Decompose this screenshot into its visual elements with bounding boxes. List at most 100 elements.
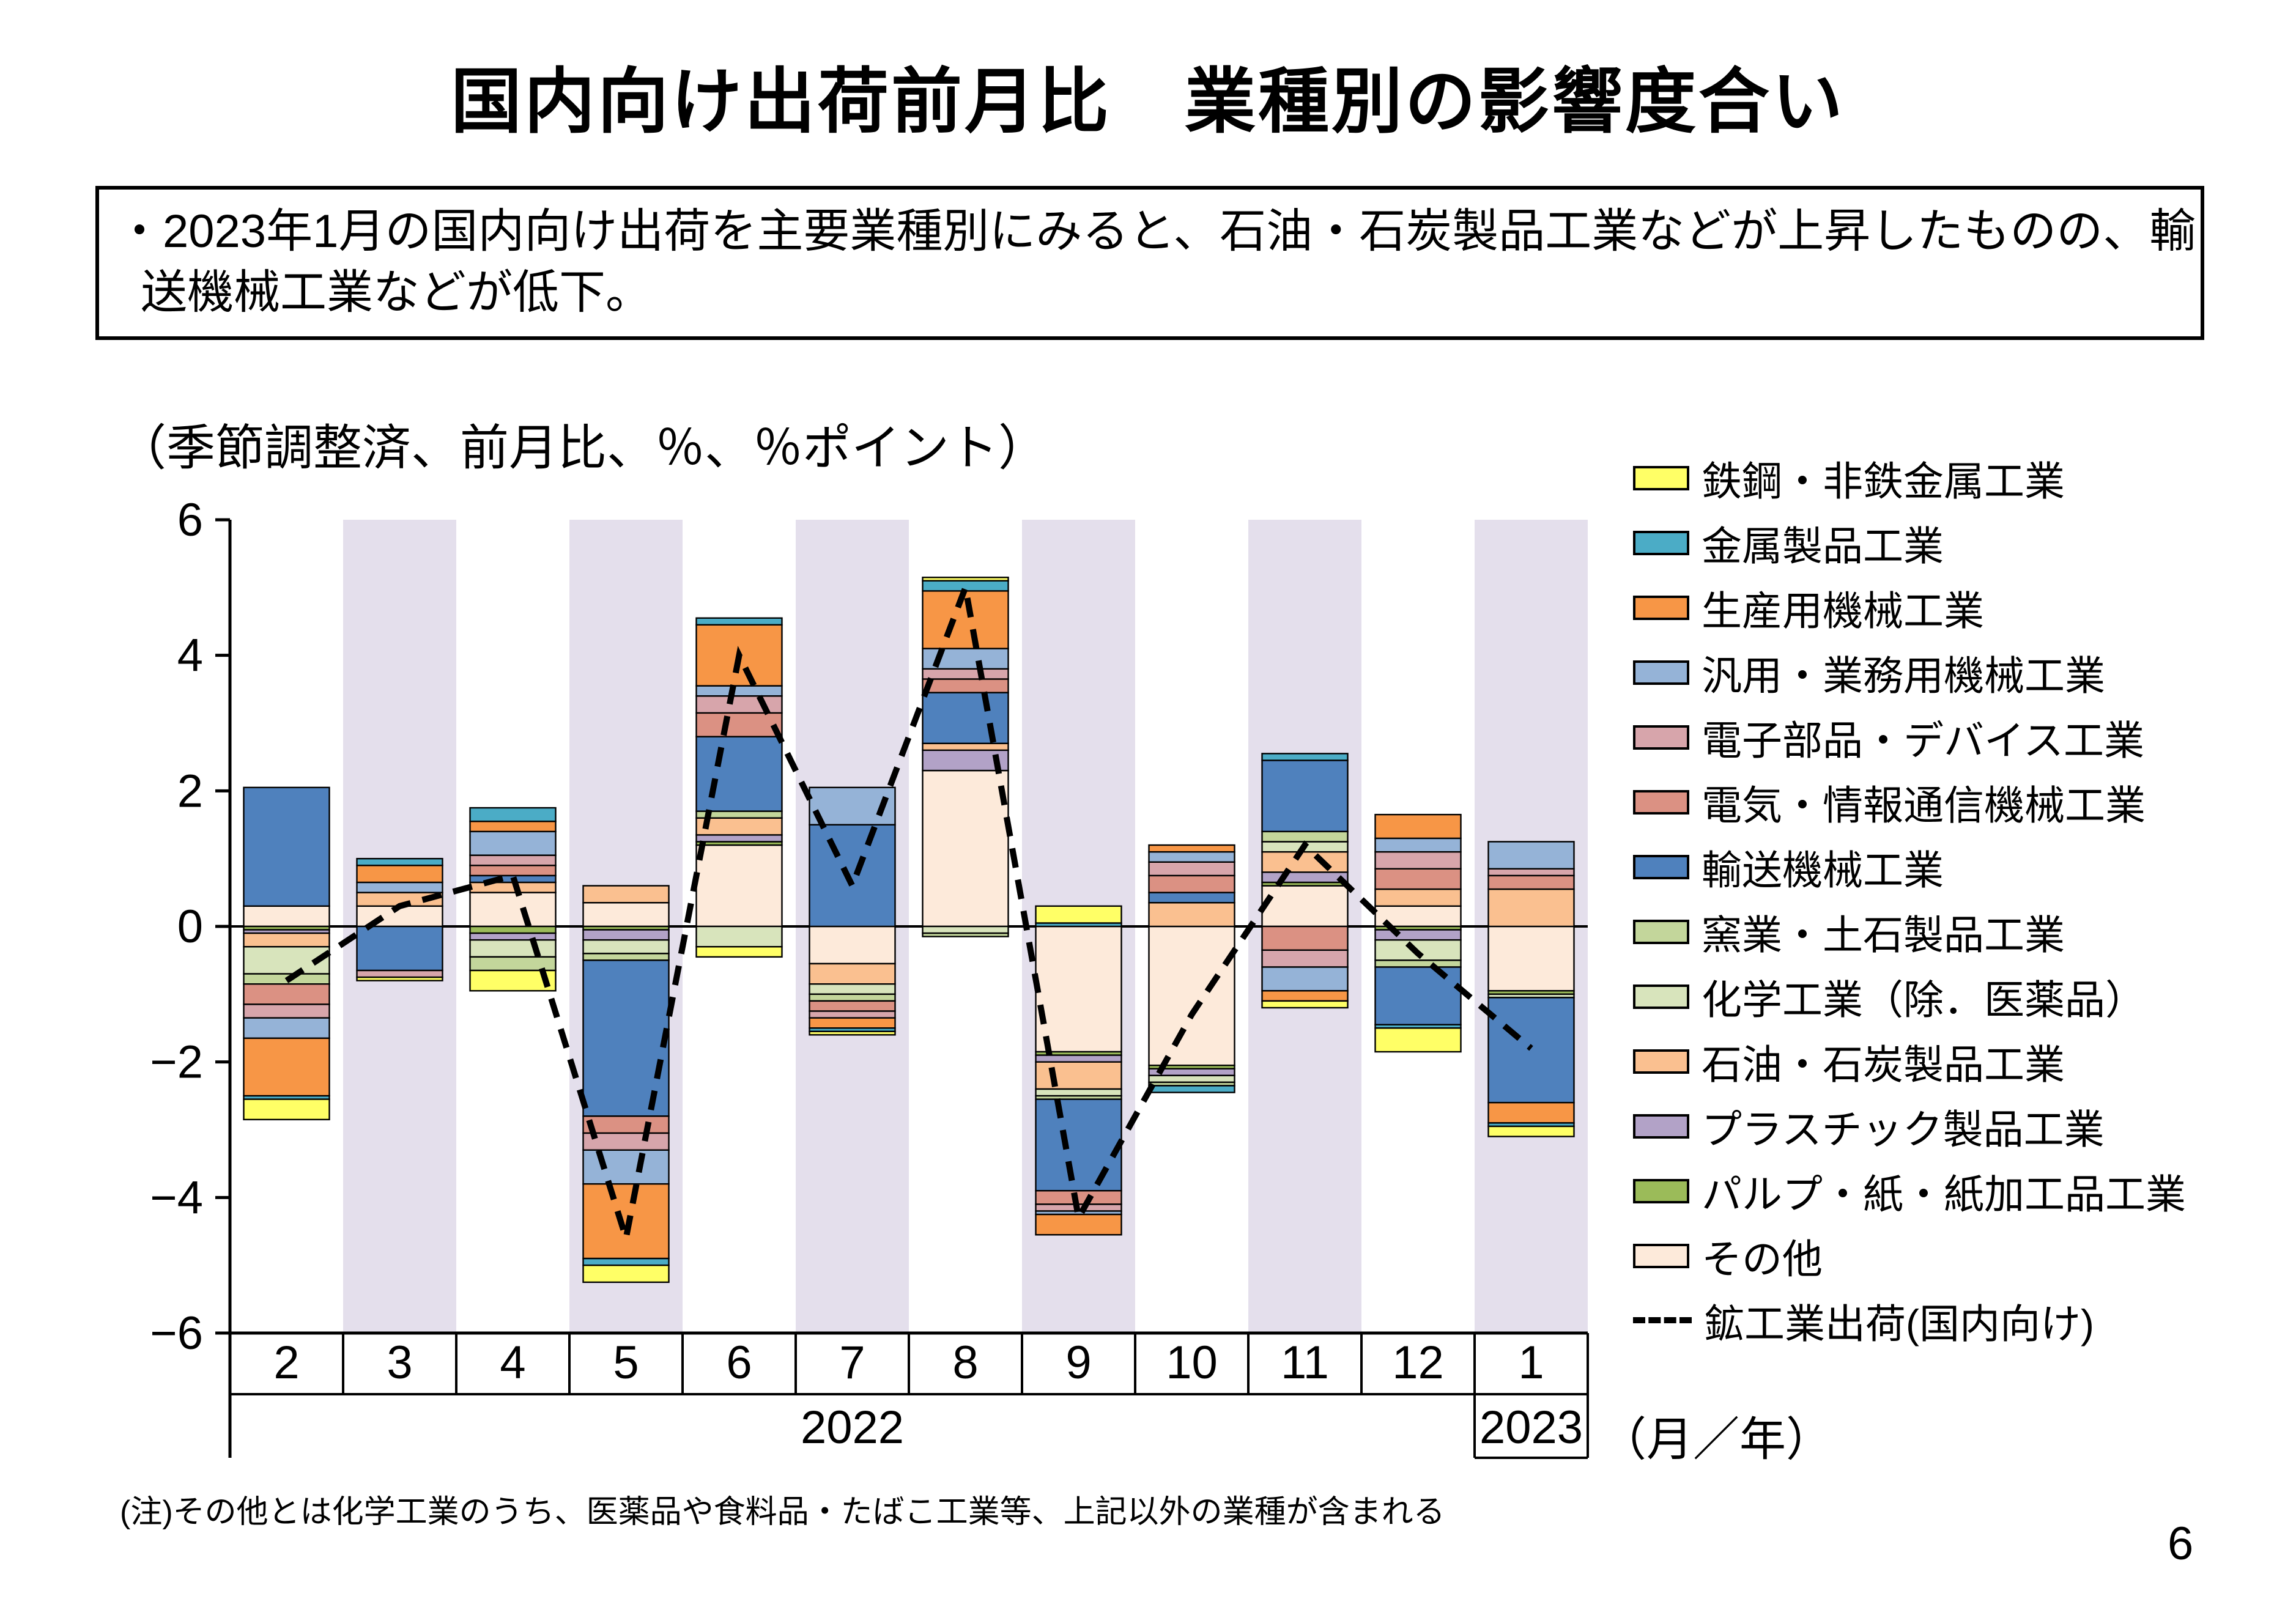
bar-segment	[356, 857, 443, 866]
legend-label: 金属製品工業	[1702, 523, 1944, 568]
legend-item: 輸送機械工業	[1633, 834, 2186, 899]
bar-segment	[1148, 844, 1235, 853]
bar-segment	[1035, 1061, 1122, 1090]
legend-item: 電子部品・デバイス工業	[1633, 704, 2186, 769]
legend-label: その他	[1702, 1236, 1823, 1281]
bar-segment	[809, 993, 896, 1002]
bar-segment	[1035, 925, 1122, 1053]
legend-item: 窯業・土石製品工業	[1633, 899, 2186, 964]
bar-segment	[582, 953, 670, 961]
legend-label: 汎用・業務用機械工業	[1702, 652, 2105, 698]
bar-segment	[1148, 874, 1235, 893]
legend-swatch	[1633, 1114, 1689, 1138]
month-label: 6	[726, 1337, 752, 1389]
bar-segment	[243, 983, 330, 1005]
legend-swatch	[1633, 1178, 1689, 1203]
bar-segment	[1261, 753, 1349, 761]
bar-segment	[1487, 925, 1575, 992]
chart-legend: 鉄鋼・非鉄金属工業 金属製品工業 生産用機械工業 汎用・業務用機械工業 電子部品・デバイ…	[1633, 445, 2186, 1353]
bar-segment	[243, 786, 330, 907]
legend-swatch	[1633, 919, 1689, 944]
bar-segment	[469, 969, 557, 992]
bar-segment	[922, 742, 1009, 752]
legend-item: 汎用・業務用機械工業	[1633, 640, 2186, 704]
legend-swatch	[1633, 660, 1689, 684]
bar-segment	[695, 712, 783, 737]
summary-line-1: ・2023年1月の国内向け出荷を主要業種別にみると、石油・石炭製品工業などが上昇…	[116, 207, 2196, 258]
bar-segment	[695, 834, 783, 843]
legend-label: 窯業・土石製品工業	[1702, 912, 2065, 957]
month-label: 11	[1281, 1337, 1329, 1389]
bar-segment	[809, 1030, 896, 1036]
legend-item: 金属製品工業	[1633, 510, 2186, 575]
bar-segment	[1035, 905, 1122, 924]
bar-segment	[469, 807, 557, 822]
bar-segment	[1374, 813, 1462, 840]
bar-segment	[1035, 1098, 1122, 1192]
bar-segment	[582, 1115, 670, 1134]
bar-segment	[356, 865, 443, 884]
bar-segment	[582, 1149, 670, 1185]
bar-segment	[582, 1183, 670, 1260]
bar-segment	[582, 1257, 670, 1266]
bar-segment	[469, 925, 557, 934]
bar-segment	[1487, 841, 1575, 870]
bar-segment	[469, 892, 557, 928]
bar-segment	[243, 932, 330, 948]
legend-item: プラスチック製品工業	[1633, 1093, 2186, 1158]
bar-segment	[1374, 888, 1462, 907]
bar-segment	[1374, 929, 1462, 941]
legend-label: プラスチック製品工業	[1702, 1106, 2105, 1151]
bar-segment	[1487, 1101, 1575, 1124]
bar-segment	[809, 824, 896, 928]
bar-segment	[1148, 1074, 1235, 1084]
bar-segment	[922, 692, 1009, 744]
bar-segment	[1374, 1027, 1462, 1053]
legend-label: 電子部品・デバイス工業	[1702, 717, 2145, 763]
legend-item: パルプ・紙・紙加工品工業	[1633, 1158, 2186, 1223]
bar-segment	[1374, 868, 1462, 890]
mining-industry-shipment-line	[284, 576, 1533, 1239]
footnote: (注)その他とは化学工業のうち、医薬品や食料品・たばこ工業等、上記以外の業種が含…	[120, 1493, 1445, 1530]
bar-segment	[1148, 892, 1235, 904]
legend-label: 鉱工業出荷(国内向け)	[1704, 1301, 2094, 1346]
bar-segment	[1261, 949, 1349, 968]
bar-segment	[1148, 902, 1235, 928]
legend-label: 輸送機械工業	[1702, 847, 1944, 892]
bar-segment	[356, 976, 443, 981]
bar-segment	[356, 925, 443, 972]
bar-segment	[582, 939, 670, 955]
bar-segment	[695, 695, 783, 714]
bar-segment	[243, 1017, 330, 1040]
bar-segment	[1487, 888, 1575, 928]
month-label: 2	[273, 1337, 299, 1389]
bar-segment	[1035, 1088, 1122, 1097]
bar-segment	[1374, 837, 1462, 853]
legend-swatch	[1633, 595, 1689, 619]
bar-segment	[1261, 830, 1349, 843]
bar-segment	[1487, 874, 1575, 890]
y-tick-label: 2	[177, 765, 203, 817]
bar-segment	[469, 854, 557, 866]
legend-swatch	[1633, 725, 1689, 749]
bar-segment	[1374, 851, 1462, 870]
bar-segment	[243, 1098, 330, 1121]
month-label: 10	[1166, 1337, 1218, 1389]
y-tick-label: −2	[150, 1036, 203, 1088]
bar-segment	[1487, 997, 1575, 1104]
bar-segment	[1035, 1054, 1122, 1063]
bar-segment	[1374, 959, 1462, 968]
bar-segment	[243, 905, 330, 928]
month-label: 12	[1392, 1337, 1444, 1389]
bar-segment	[695, 817, 783, 836]
bar-segment	[469, 830, 557, 856]
bar-segment	[469, 821, 557, 833]
bar-segment	[1374, 966, 1462, 1025]
bar-segment	[1487, 868, 1575, 877]
bar-segment	[1035, 1213, 1122, 1236]
legend-label: 電気・情報通信機械工業	[1702, 782, 2146, 827]
summary-line-2: 送機械工業などが低下。	[141, 268, 653, 320]
dashed-line-swatch	[1633, 1317, 1692, 1323]
legend-item: 石油・石炭製品工業	[1633, 1029, 2186, 1093]
